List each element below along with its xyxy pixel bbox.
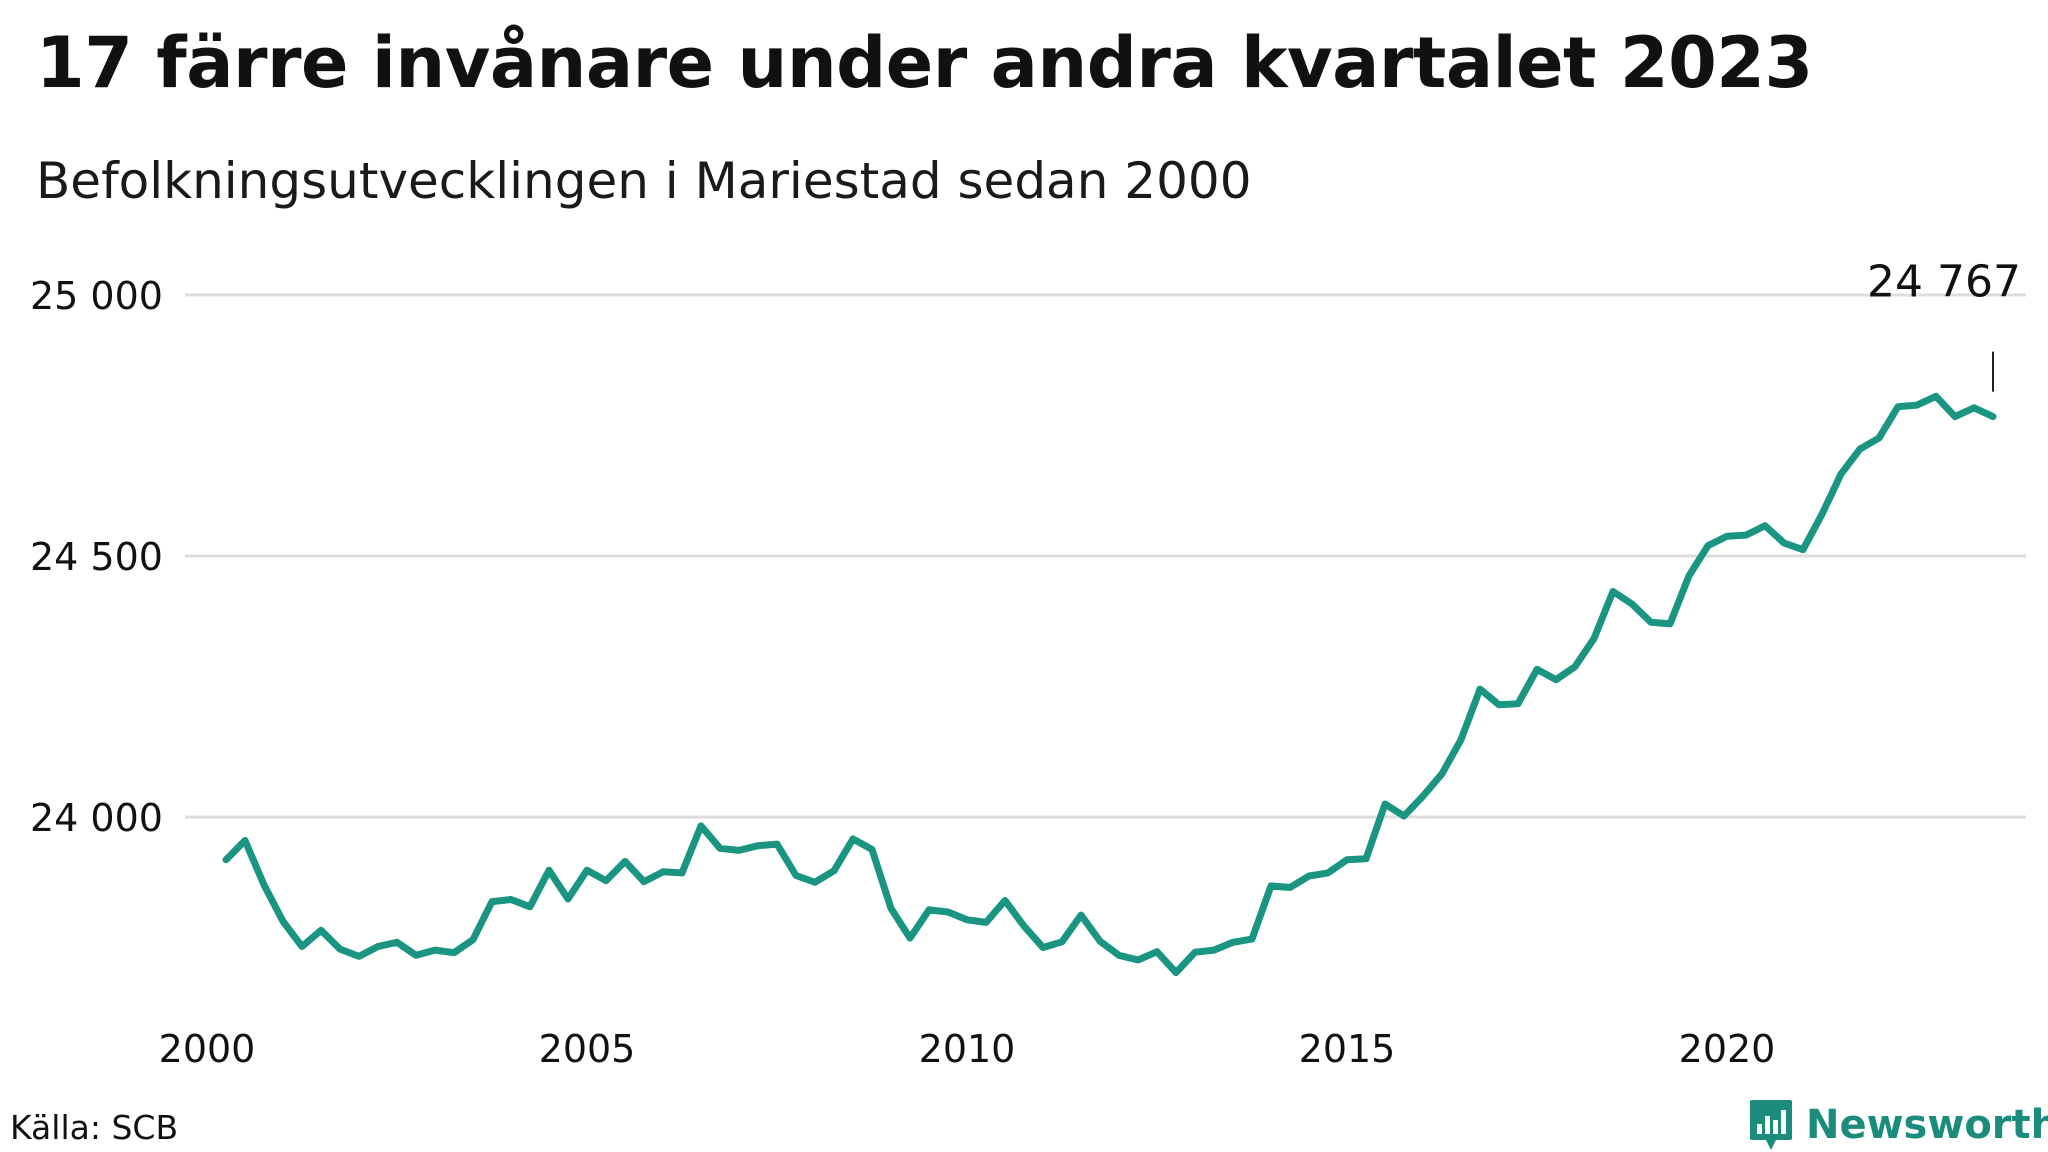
bar-chart-logo-icon — [1750, 1100, 1792, 1150]
x-tick-label: 2000 — [159, 1027, 256, 1071]
x-tick-label: 2010 — [919, 1027, 1016, 1071]
x-tick-label: 2005 — [539, 1027, 636, 1071]
y-tick-label: 24 500 — [30, 535, 163, 579]
annotation-label: 24 767 — [1867, 257, 2021, 308]
series-line — [222, 392, 1997, 977]
brand-logo[interactable]: Newsworthy — [1748, 1098, 2048, 1152]
x-tick-label: 2015 — [1299, 1027, 1396, 1071]
y-tick-label: 25 000 — [30, 274, 163, 318]
source-note: Källa: SCB — [10, 1108, 179, 1147]
chart-title: 17 färre invånare under andra kvartalet … — [36, 22, 1813, 104]
chart-subtitle: Befolkningsutvecklingen i Mariestad seda… — [36, 152, 1252, 210]
brand-name: Newsworthy — [1806, 1102, 2048, 1148]
x-tick-label: 2020 — [1679, 1027, 1776, 1071]
y-tick-label: 24 000 — [30, 796, 163, 840]
